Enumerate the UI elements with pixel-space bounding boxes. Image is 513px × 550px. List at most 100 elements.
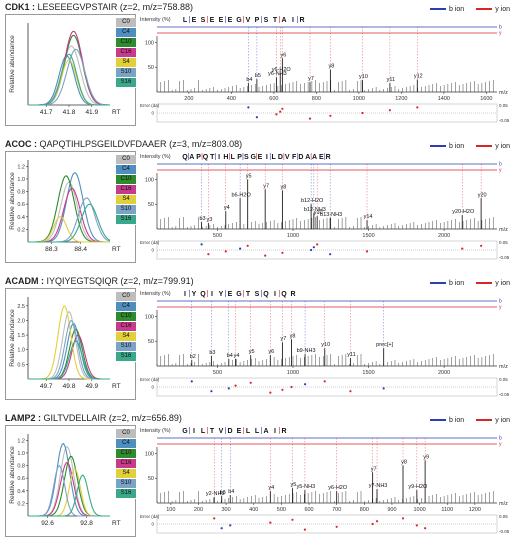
- sequence-residue: A: [189, 154, 194, 161]
- protein-name: ACADM :: [5, 276, 44, 286]
- peak-label: y5: [291, 482, 297, 488]
- xic-y-tick-label: 0.6: [17, 476, 25, 482]
- error-point: [269, 391, 272, 394]
- b-ion-swatch: [430, 145, 446, 148]
- peak-label: b2: [190, 354, 196, 360]
- error-point: [290, 385, 293, 389]
- y-ion-label: y ion: [495, 280, 510, 287]
- error-ylabel: Error (da): [140, 514, 160, 519]
- error-point: [329, 114, 332, 117]
- y-ion-label: y ion: [495, 6, 510, 13]
- b-ion-swatch: [430, 282, 446, 285]
- xic-legend-item: C0: [116, 292, 136, 302]
- xic-y-tick-label: 0.8: [17, 464, 25, 470]
- b-ion-swatch: [430, 8, 446, 11]
- error-point: [220, 527, 223, 530]
- panel-acadm: ACADM : IYQIYEGTSQIQR (z=2, m/z=799.91) …: [0, 274, 513, 404]
- peak-label: b4: [227, 353, 233, 359]
- spectrum-x-tick-label: 800: [360, 507, 369, 513]
- sequence-residue: I: [193, 428, 195, 435]
- xic-series-line: [28, 474, 110, 517]
- spectrum-x-tick-label: 1000: [287, 370, 299, 376]
- sequence-residue: L: [183, 17, 188, 24]
- protein-name: ACOC :: [5, 139, 37, 149]
- y-ion-label: y ion: [495, 143, 510, 150]
- xic-legend-item: S10: [116, 479, 136, 489]
- error-pos-label: 0.05: [499, 377, 508, 382]
- panel-lamp2: LAMP2 : GILTVDELLAIR (z=2, m/z=656.89) R…: [0, 411, 513, 541]
- sequence-residue: T: [210, 154, 215, 161]
- spectrum-x-tick-label: 1600: [480, 96, 492, 102]
- sequence-residue: E: [219, 17, 224, 24]
- sequence-residue: V: [219, 428, 224, 435]
- error-pos-label: 0.05: [499, 240, 508, 245]
- peak-label: y6-H2O: [272, 67, 292, 73]
- y-ion-ladder-label: y: [499, 305, 502, 311]
- sequence-residue: Q: [263, 291, 269, 298]
- xic-y-tick-label: 2.5: [17, 304, 25, 310]
- error-zero-label: 0: [151, 111, 154, 116]
- error-point: [239, 247, 242, 250]
- xic-legend-item: C16: [116, 185, 136, 195]
- xic-x-tick-label: 49.9: [85, 383, 98, 390]
- xic-xlabel: RT: [112, 109, 121, 116]
- y-ion-swatch: [476, 8, 493, 11]
- error-point: [249, 381, 252, 384]
- sequence-residue: A: [263, 428, 268, 435]
- peak-label: y9: [423, 454, 429, 460]
- y-ion-swatch: [476, 282, 493, 285]
- peak-label: y3: [206, 217, 212, 223]
- xic-legend-item: S16: [116, 215, 136, 225]
- spectrum-x-tick-label: 500: [213, 233, 222, 239]
- sequence-residue: L: [231, 154, 236, 161]
- peak-label: y5-NH3: [297, 484, 316, 490]
- sequence-residue: L: [201, 428, 206, 435]
- error-point: [388, 109, 391, 112]
- error-point: [303, 383, 307, 386]
- error-point: [365, 250, 369, 253]
- error-point: [382, 387, 385, 390]
- error-point: [190, 380, 193, 383]
- xic-legend-item: S10: [116, 205, 136, 215]
- sequence-residue: E: [228, 17, 233, 24]
- peak-label: y8: [290, 333, 296, 339]
- error-point: [291, 518, 294, 521]
- spectrum-y-tick-label: 50: [148, 476, 154, 482]
- xic-legend-item: S16: [116, 78, 136, 88]
- peptide-sequence: IYQIYEGTSQIQR: [46, 276, 119, 286]
- xic-series-line: [28, 203, 111, 243]
- xic-x-tick-label: 92.6: [41, 520, 54, 527]
- sequence-residue: G: [236, 17, 242, 24]
- peak-label: b3: [200, 216, 206, 222]
- spectrum-x-tick-label: 500: [213, 370, 222, 376]
- error-point: [281, 107, 284, 110]
- spectrum-x-tick-label: 500: [277, 507, 286, 513]
- xic-legend-item: C4: [116, 165, 136, 175]
- error-point: [335, 525, 338, 528]
- error-point: [227, 387, 230, 390]
- panel-acoc: ACOC : QAPQTIHLPSGEILDVFDAAER (z=3, m/z=…: [0, 137, 513, 267]
- peak-label: y7: [281, 336, 287, 342]
- error-neg-label: -0.05: [499, 529, 509, 534]
- spectrum-x-tick-label: 600: [304, 507, 313, 513]
- error-point: [255, 116, 258, 119]
- xic-xlabel: RT: [112, 383, 121, 390]
- xic-legend-item: S4: [116, 469, 136, 479]
- peak-label: y7-NH3: [369, 483, 388, 489]
- error-point: [371, 522, 374, 526]
- error-point: [279, 110, 282, 113]
- sequence-residue: Q: [200, 291, 206, 298]
- panel-title: LAMP2 : GILTVDELLAIR (z=2, m/z=656.89): [5, 413, 182, 423]
- xic-xlabel: RT: [112, 520, 121, 527]
- y-ion-ladder-label: y: [499, 31, 502, 37]
- peak-label: y8: [401, 459, 407, 465]
- sequence-residue: Q: [182, 154, 188, 161]
- xic-legend-item: C16: [116, 48, 136, 58]
- sequence-residue: G: [250, 154, 256, 161]
- spectrum-x-tick-label: 400: [227, 96, 236, 102]
- error-point: [424, 527, 427, 530]
- error-ylabel: Error (da): [140, 103, 160, 108]
- xic-legend-item: C10: [116, 175, 136, 185]
- peak-label: y5: [249, 349, 255, 355]
